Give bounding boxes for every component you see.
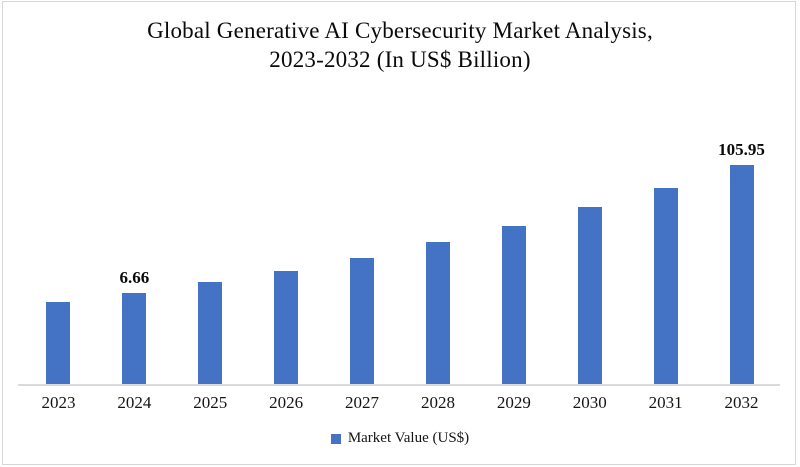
x-tick-label-2028: 2028 bbox=[420, 393, 455, 412]
x-tick-label-2023: 2023 bbox=[41, 393, 76, 412]
x-tick-label-2026: 2026 bbox=[269, 393, 304, 412]
bar-2029 bbox=[501, 226, 526, 384]
legend-label: Market Value (US$) bbox=[347, 430, 470, 446]
x-tick-label-2031: 2031 bbox=[648, 393, 683, 412]
x-tick-label-2024: 2024 bbox=[117, 393, 152, 412]
x-tick-label-2027: 2027 bbox=[345, 393, 380, 412]
x-tick-label-2029: 2029 bbox=[496, 393, 531, 412]
legend-marker-icon bbox=[330, 433, 341, 444]
bar-2030 bbox=[577, 207, 602, 384]
bar-2024 bbox=[122, 293, 147, 384]
bar-2032 bbox=[729, 165, 754, 384]
bar-2023 bbox=[46, 302, 71, 384]
data-label-2032: 105.95 bbox=[718, 140, 765, 159]
bar-2025 bbox=[198, 282, 223, 384]
bar-2026 bbox=[274, 271, 299, 384]
bar-2027 bbox=[350, 258, 375, 384]
x-axis-line bbox=[18, 384, 780, 386]
chart-title: Global Generative AI Cybersecurity Marke… bbox=[0, 16, 800, 74]
bar-2028 bbox=[425, 242, 450, 384]
bar-2031 bbox=[653, 188, 678, 384]
data-label-2024: 6.66 bbox=[119, 268, 150, 287]
chart-title-line-2: 2023-2032 (In US$ Billion) bbox=[269, 47, 531, 72]
x-tick-label-2025: 2025 bbox=[193, 393, 228, 412]
chart-title-line-1: Global Generative AI Cybersecurity Marke… bbox=[147, 18, 653, 43]
x-tick-label-2032: 2032 bbox=[724, 393, 759, 412]
legend: Market Value (US$) bbox=[0, 430, 800, 447]
x-tick-label-2030: 2030 bbox=[572, 393, 607, 412]
